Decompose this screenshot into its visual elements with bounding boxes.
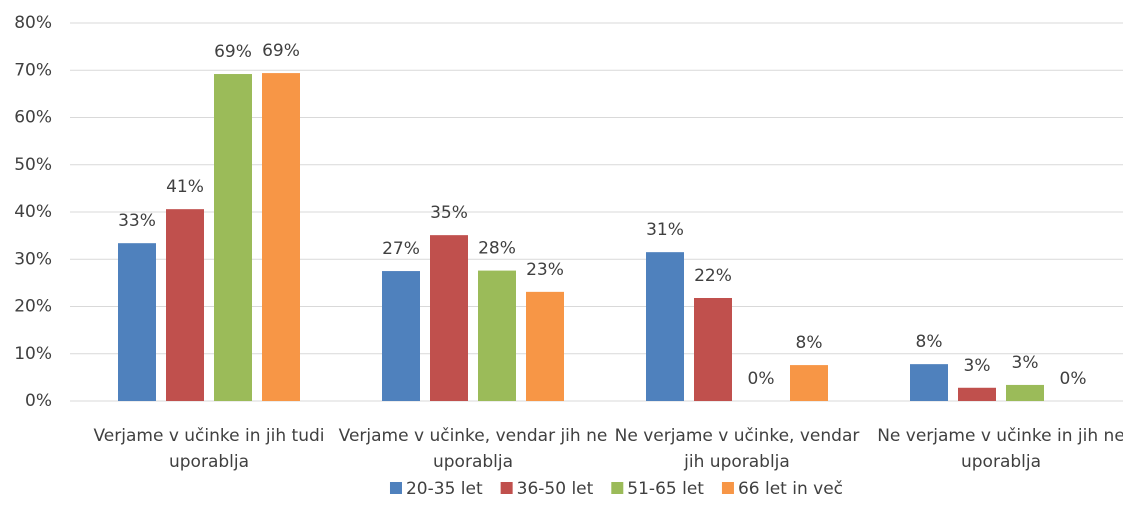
data-label: 3%	[964, 356, 991, 376]
data-label: 28%	[478, 239, 516, 259]
y-tick-label: 80%	[14, 13, 52, 33]
bar	[166, 209, 204, 401]
legend-swatch	[389, 482, 402, 494]
legend-swatch	[721, 482, 734, 494]
y-tick-label: 60%	[14, 108, 52, 128]
data-label: 69%	[262, 41, 300, 61]
data-label: 0%	[1060, 369, 1087, 389]
x-tick-label: Ne verjame v učinke, vendar jih uporablja	[615, 426, 860, 472]
bar	[214, 74, 252, 401]
bar	[118, 243, 156, 401]
bar	[382, 271, 420, 401]
data-label: 41%	[166, 177, 204, 197]
legend-label: 36-50 let	[517, 479, 594, 499]
data-label: 3%	[1012, 353, 1039, 373]
y-tick-label: 20%	[14, 297, 52, 317]
legend-label: 51-65 let	[627, 479, 704, 499]
x-tick-label: Verjame v učinke in jih tudi uporablja	[94, 426, 325, 472]
bar	[1006, 384, 1044, 401]
data-label: 33%	[118, 211, 156, 231]
x-tick-label: Verjame v učinke, vendar jih ne uporablja	[339, 426, 608, 472]
data-label: 27%	[382, 239, 420, 259]
legend-label: 20-35 let	[406, 479, 483, 499]
bar	[958, 387, 996, 401]
data-label: 22%	[694, 266, 732, 286]
y-tick-label: 70%	[14, 60, 52, 80]
data-label: 0%	[748, 369, 775, 389]
legend-swatch	[611, 482, 624, 494]
y-tick-label: 10%	[14, 344, 52, 364]
bar	[790, 365, 828, 401]
bar	[478, 270, 516, 401]
y-tick-label: 40%	[14, 202, 52, 222]
y-tick-label: 50%	[14, 155, 52, 175]
data-label: 31%	[646, 220, 684, 240]
data-label: 69%	[214, 42, 252, 62]
data-label: 8%	[796, 333, 823, 353]
legend: 20-35 let 36-50 let 51-65 let 66 let in več	[389, 479, 843, 499]
y-tick-label: 0%	[25, 391, 52, 411]
x-tick-label: Ne verjame v učinke in jih ne uporablja	[877, 426, 1123, 472]
y-tick-label: 30%	[14, 249, 52, 269]
data-label: 8%	[916, 332, 943, 352]
legend-label: 66 let in več	[738, 479, 843, 499]
data-label: 35%	[430, 203, 468, 223]
bar	[430, 235, 468, 401]
bar	[694, 297, 732, 401]
bar	[646, 252, 684, 401]
bar	[262, 73, 300, 402]
data-label: 23%	[526, 260, 564, 280]
bar	[910, 364, 948, 401]
bar	[526, 291, 564, 401]
legend-swatch	[500, 482, 513, 494]
